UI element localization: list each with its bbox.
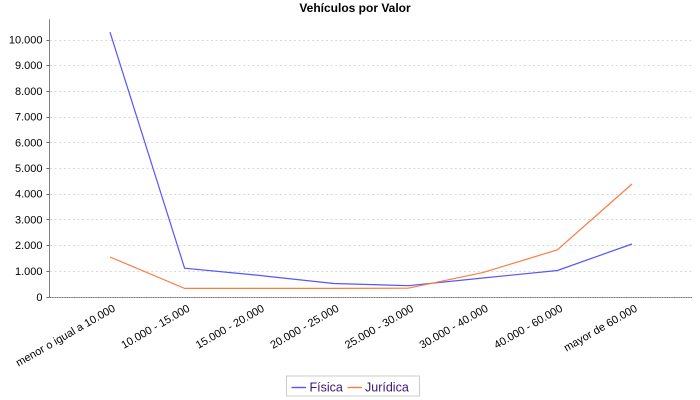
svg-text:9.000: 9.000: [15, 60, 43, 72]
svg-text:0: 0: [36, 292, 42, 304]
svg-text:10.000: 10.000: [9, 35, 43, 47]
svg-text:1.000: 1.000: [15, 266, 43, 278]
svg-text:2.000: 2.000: [15, 240, 43, 252]
svg-text:6.000: 6.000: [15, 137, 43, 149]
svg-text:5.000: 5.000: [15, 163, 43, 175]
svg-text:Jurídica: Jurídica: [365, 381, 409, 395]
svg-text:7.000: 7.000: [15, 112, 43, 124]
svg-text:Vehículos por Valor: Vehículos por Valor: [299, 1, 411, 15]
svg-text:8.000: 8.000: [15, 86, 43, 98]
svg-text:4.000: 4.000: [15, 189, 43, 201]
svg-text:Física: Física: [310, 381, 343, 395]
svg-text:3.000: 3.000: [15, 214, 43, 226]
